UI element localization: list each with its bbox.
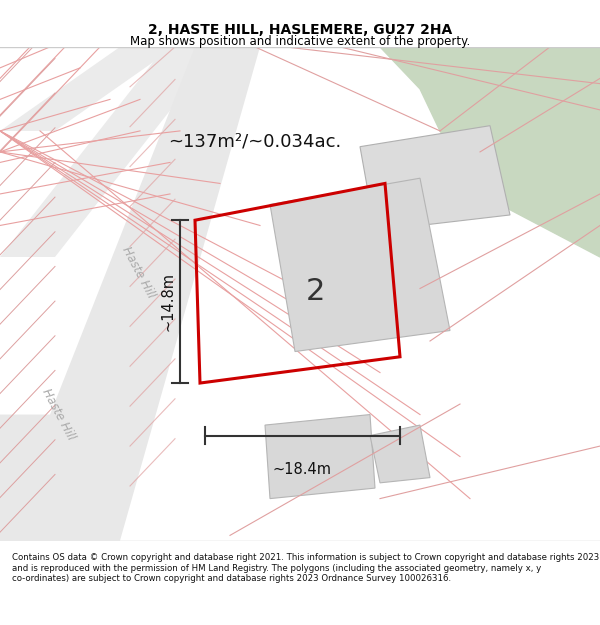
Text: 2: 2 bbox=[305, 277, 325, 306]
Polygon shape bbox=[0, 47, 260, 541]
Polygon shape bbox=[0, 47, 220, 257]
Polygon shape bbox=[270, 178, 450, 351]
Text: Haste Hill: Haste Hill bbox=[119, 245, 157, 301]
Text: ~137m²/~0.034ac.: ~137m²/~0.034ac. bbox=[169, 132, 341, 151]
Text: Map shows position and indicative extent of the property.: Map shows position and indicative extent… bbox=[130, 35, 470, 48]
Polygon shape bbox=[380, 47, 600, 257]
Polygon shape bbox=[360, 126, 510, 231]
Text: Contains OS data © Crown copyright and database right 2021. This information is : Contains OS data © Crown copyright and d… bbox=[12, 553, 599, 583]
Polygon shape bbox=[265, 414, 375, 499]
Text: ~14.8m: ~14.8m bbox=[161, 272, 176, 331]
Text: Haste Hill: Haste Hill bbox=[39, 387, 77, 442]
Text: ~18.4m: ~18.4m bbox=[273, 462, 332, 477]
Polygon shape bbox=[370, 425, 430, 483]
Polygon shape bbox=[0, 47, 175, 131]
Text: 2, HASTE HILL, HASLEMERE, GU27 2HA: 2, HASTE HILL, HASLEMERE, GU27 2HA bbox=[148, 22, 452, 36]
